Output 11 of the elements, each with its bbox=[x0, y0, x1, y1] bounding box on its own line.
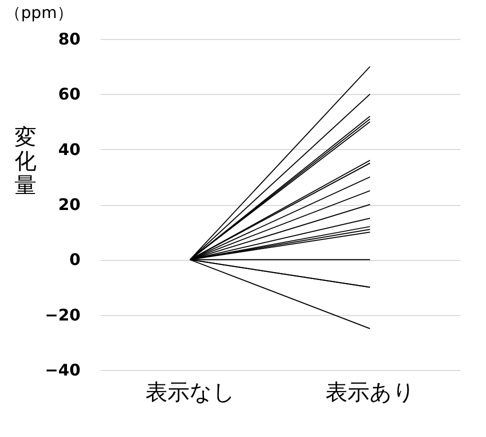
text: （ppm） bbox=[5, 3, 73, 22]
y-axis-title: 変化量 bbox=[14, 126, 36, 198]
y-tick-label: 80 bbox=[58, 30, 80, 48]
y-tick-label: 20 bbox=[58, 195, 80, 214]
y-tick-label: 40 bbox=[58, 140, 80, 159]
y-tick-label: 0 bbox=[69, 250, 80, 270]
y-tick-label: −20 bbox=[44, 305, 80, 324]
x-tick-label: 表示なし bbox=[146, 380, 236, 406]
y-tick-label: 60 bbox=[58, 84, 80, 104]
y-tick-label: −40 bbox=[44, 360, 80, 380]
x-tick-label: 表示あり bbox=[326, 380, 416, 406]
